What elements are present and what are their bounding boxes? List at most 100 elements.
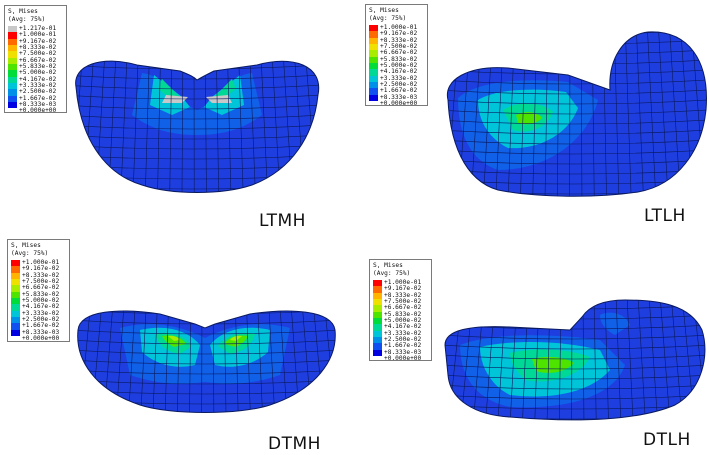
legend-value: +5.833e-02 <box>384 310 422 318</box>
legend-entry: +1.667e-02 <box>369 88 424 95</box>
legend-swatch <box>369 82 378 89</box>
legend-entry: +6.667e-02 <box>369 49 424 57</box>
legend-entry: +8.333e-03 <box>11 329 66 337</box>
legend-entry: +6.667e-02 <box>11 284 66 292</box>
legend-value: +5.833e-02 <box>22 290 60 298</box>
legend-value: +9.167e-02 <box>384 285 422 293</box>
legend-swatch <box>11 329 20 337</box>
legend-value: +2.500e-02 <box>22 316 60 324</box>
legend-dtlh: S, Mises (Avg: 75%) +1.000e-01 +9.167e-02… <box>369 259 432 362</box>
legend-swatch <box>373 286 382 293</box>
legend-entry: +6.667e-02 <box>8 57 63 65</box>
legend-entry: +5.833e-02 <box>369 56 424 64</box>
legend-value: +9.167e-02 <box>19 37 57 45</box>
legend-entry: +9.167e-02 <box>373 285 428 293</box>
legend-value: +3.333e-02 <box>19 82 57 90</box>
legend-swatch <box>11 323 20 330</box>
legend-swatch <box>8 95 17 103</box>
legend-swatch <box>373 311 382 319</box>
legend-swatch <box>8 70 17 77</box>
legend-entry: +3.333e-02 <box>369 74 424 83</box>
legend-swatch <box>11 272 20 280</box>
legend-ltlh: S, Mises (Avg: 75%) +1.000e-01 +9.167e-02… <box>365 4 428 108</box>
legend-swatch <box>11 310 20 318</box>
legend-value: +9.167e-02 <box>380 30 418 38</box>
panel-label-dtlh: DTLH <box>643 430 691 450</box>
legend-value: +8.333e-02 <box>19 44 57 52</box>
legend-value: +1.667e-02 <box>22 322 60 330</box>
legend-entry: +5.000e-02 <box>11 297 66 305</box>
legend-swatch <box>11 260 20 267</box>
legend-value: +1.000e-01 <box>19 31 57 39</box>
legend-entry: +4.167e-02 <box>11 304 66 311</box>
legend-value: +4.167e-02 <box>384 323 422 331</box>
legend-value: +3.333e-02 <box>384 329 422 337</box>
legend-entry: +0.000e+00 <box>369 100 424 108</box>
legend-entry: +1.667e-02 <box>8 95 63 103</box>
legend-entry: +8.333e-02 <box>373 291 428 300</box>
legend-swatch <box>8 89 17 96</box>
legend-swatch <box>373 343 382 350</box>
legend-entry: +4.167e-02 <box>369 69 424 76</box>
legend-swatch <box>8 45 17 52</box>
legend-value: +6.667e-02 <box>22 284 60 292</box>
legend-value: +8.333e-03 <box>19 101 57 109</box>
legend-entry: +5.000e-02 <box>369 62 424 70</box>
legend-title: S, Mises <box>11 242 41 249</box>
legend-entry: +7.500e-02 <box>8 51 63 58</box>
legend-swatch <box>11 279 20 286</box>
legend-value: +8.333e-03 <box>384 348 422 356</box>
legend-swatch <box>8 76 17 84</box>
legend-rows: +1.000e-01 +9.167e-02 +8.333e-02 +7.500e-02… <box>11 259 66 342</box>
legend-value: +3.333e-02 <box>22 309 60 317</box>
legend-entry: +5.000e-02 <box>373 317 428 325</box>
legend-swatch <box>11 266 20 273</box>
legend-value: +8.333e-02 <box>22 271 60 279</box>
legend-entry: +3.333e-02 <box>11 309 66 318</box>
legend-entry: +1.000e-01 <box>373 279 428 287</box>
legend-entry: +1.000e-01 <box>369 24 424 32</box>
panel-label-dtmh: DTMH <box>268 434 321 454</box>
legend-value: +9.167e-02 <box>22 265 60 273</box>
legend-swatch <box>369 69 378 76</box>
legend-entry: +5.833e-02 <box>8 63 63 71</box>
legend-swatch <box>11 291 20 299</box>
legend-value: +8.333e-02 <box>384 291 422 299</box>
legend-swatch <box>8 51 17 58</box>
legend-averaging: (Avg: 75%) <box>11 250 49 257</box>
legend-value: +0.000e+00 <box>19 107 57 115</box>
legend-entry: +4.167e-02 <box>8 76 63 84</box>
legend-swatch <box>373 305 382 312</box>
legend-entry: +9.167e-02 <box>11 265 66 273</box>
legend-entry: +1.000e-01 <box>8 31 63 39</box>
mesh-ltlh <box>446 31 707 197</box>
legend-swatch <box>11 304 20 311</box>
legend-swatch <box>369 75 378 83</box>
legend-entry: +0.000e+00 <box>8 107 63 115</box>
legend-swatch <box>373 299 382 306</box>
legend-value: +6.667e-02 <box>380 49 418 57</box>
mesh-dtlh <box>444 299 706 421</box>
legend-value: +1.000e-01 <box>380 24 418 31</box>
legend-entry: +1.667e-02 <box>373 342 428 350</box>
legend-swatch <box>11 317 20 324</box>
legend-value: +0.000e+00 <box>380 100 418 108</box>
legend-swatch <box>369 25 378 32</box>
legend-value: +1.000e-01 <box>22 259 60 266</box>
legend-value: +1.667e-02 <box>384 342 422 350</box>
panel-label-ltlh: LTLH <box>644 206 686 226</box>
legend-swatch-spacer <box>11 336 20 342</box>
legend-swatch <box>373 330 382 338</box>
legend-entry: +1.000e-01 <box>11 259 66 267</box>
legend-value: +1.217e-01 <box>19 25 57 32</box>
legend-value: +2.500e-02 <box>380 81 418 89</box>
legend-swatch <box>369 37 378 45</box>
legend-swatch <box>8 102 17 109</box>
legend-value: +8.333e-03 <box>380 93 418 101</box>
legend-swatch <box>8 83 17 90</box>
legend-value: +6.667e-02 <box>384 304 422 312</box>
legend-swatch-spacer <box>8 108 17 114</box>
legend-value: +3.333e-02 <box>380 74 418 82</box>
legend-entry: +7.500e-02 <box>11 278 66 286</box>
legend-value: +8.333e-02 <box>380 36 418 44</box>
